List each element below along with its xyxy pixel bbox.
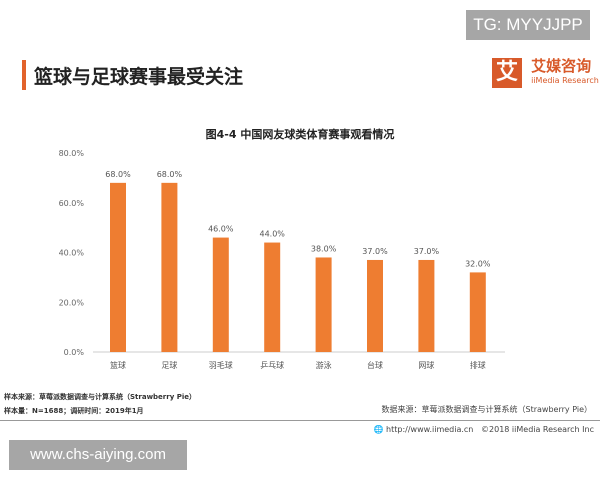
bar: [418, 259, 435, 352]
x-tick-label: 篮球: [110, 360, 126, 370]
heading-accent-bar: [22, 60, 26, 90]
x-tick-label: 台球: [367, 360, 383, 370]
bar: [367, 259, 383, 352]
footer: 🌐 http://www.iimedia.cn ©2018 iiMedia Re…: [374, 425, 594, 434]
x-tick-label: 游泳: [316, 360, 332, 370]
bar: [315, 257, 332, 352]
y-tick-label: 80.0%: [59, 149, 85, 158]
bar: [264, 242, 281, 352]
watermark-bottom: www.chs-aiying.com: [9, 440, 187, 470]
x-tick-label: 足球: [161, 360, 177, 370]
y-tick-label: 20.0%: [59, 298, 85, 307]
data-label: 44.0%: [259, 230, 285, 239]
bar: [110, 182, 126, 352]
data-source: 数据来源：草莓派数据调查与计算系统（Strawberry Pie）: [381, 405, 592, 414]
data-label: 37.0%: [414, 247, 440, 256]
footer-copyright: ©2018 iiMedia Research Inc: [481, 425, 594, 434]
footer-url[interactable]: http://www.iimedia.cn: [386, 425, 474, 434]
bar: [212, 237, 229, 352]
y-tick-label: 0.0%: [64, 348, 85, 357]
data-label: 46.0%: [208, 225, 234, 234]
x-tick-label: 乒乓球: [260, 360, 284, 370]
data-label: 32.0%: [465, 259, 491, 268]
page-heading: 篮球与足球赛事最受关注: [34, 66, 244, 88]
data-label: 68.0%: [105, 170, 131, 179]
globe-icon: 🌐: [373, 425, 384, 434]
data-label: 68.0%: [157, 170, 183, 179]
x-tick-label: 羽毛球: [209, 360, 233, 370]
sample-size: 样本量：N=1688；调研时间：2019年1月: [4, 407, 144, 415]
logo-cn: 艾媒咨询: [531, 57, 592, 75]
y-tick-label: 60.0%: [59, 199, 85, 208]
data-label: 37.0%: [362, 247, 388, 256]
bar: [469, 272, 486, 352]
logo-en: iiMedia Research: [531, 76, 599, 85]
data-label: 38.0%: [311, 244, 337, 253]
divider: [0, 420, 600, 421]
watermark-top: TG: MYYJJPP: [466, 10, 590, 40]
x-tick-label: 网球: [418, 360, 434, 370]
sample-source: 样本来源：草莓派数据调查与计算系统（Strawberry Pie）: [4, 393, 196, 401]
iimedia-logo: 艾 艾媒咨询 iiMedia Research: [492, 58, 599, 88]
y-tick-label: 40.0%: [59, 249, 85, 258]
chart-title: 图4-4 中国网友球类体育赛事观看情况: [205, 128, 395, 141]
logo-mark: 艾: [492, 58, 522, 88]
x-tick-label: 排球: [470, 360, 486, 370]
bar: [161, 182, 178, 352]
